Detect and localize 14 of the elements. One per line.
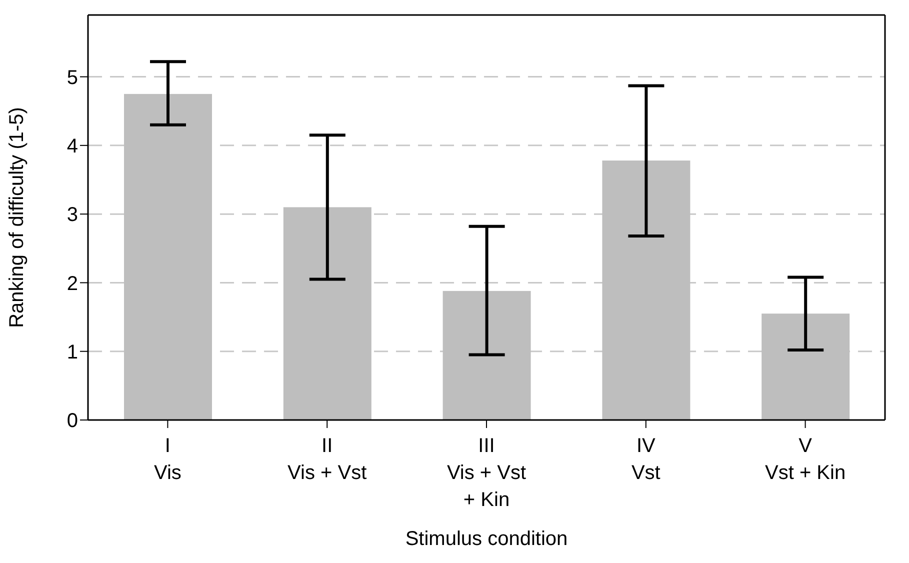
y-tick-label: 0 bbox=[66, 410, 78, 432]
y-axis-title: Ranking of difficulty (1-5) bbox=[6, 107, 28, 328]
x-axis-title: Stimulus condition bbox=[405, 528, 568, 550]
x-tick-label: I Vis bbox=[154, 435, 182, 484]
y-tick-label: 3 bbox=[66, 204, 78, 226]
y-tick-label: 5 bbox=[66, 66, 78, 89]
y-tick-label: 2 bbox=[66, 272, 78, 295]
x-tick-label: IV Vst bbox=[631, 435, 661, 484]
y-tick-label: 4 bbox=[66, 136, 78, 158]
bar bbox=[283, 207, 372, 420]
x-tick-label: V Vst + Kin bbox=[764, 435, 846, 484]
y-tick-label: 1 bbox=[66, 341, 78, 364]
x-tick-label: II Vis + Vst bbox=[288, 435, 368, 484]
x-tick-label: III Vis + Vst + Kin bbox=[446, 435, 526, 511]
